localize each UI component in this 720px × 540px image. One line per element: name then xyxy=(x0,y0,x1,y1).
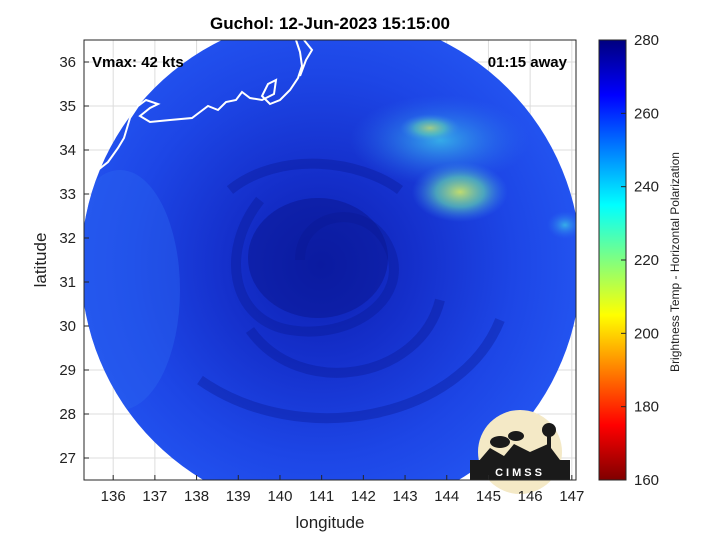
x-tick-label: 142 xyxy=(351,488,376,505)
west-light-band xyxy=(84,170,180,410)
x-tick-label: 137 xyxy=(142,488,167,505)
cimss-logo: CIMSS xyxy=(470,410,570,494)
logo-tower xyxy=(547,430,551,458)
y-tick-label: 31 xyxy=(59,274,76,291)
logo-silhouette xyxy=(478,444,560,462)
cold-core xyxy=(248,198,388,318)
y-tick-label: 36 xyxy=(59,54,76,71)
y-tick-label: 29 xyxy=(59,362,76,379)
microwave-swath xyxy=(84,40,576,480)
east-edge-patch xyxy=(547,211,576,239)
logo-ground xyxy=(470,460,570,480)
colorbar-tick-label: 200 xyxy=(634,325,659,342)
y-tick-label: 27 xyxy=(59,450,76,467)
chart-title: Guchol: 12-Jun-2023 15:15:00 xyxy=(210,14,450,33)
logo-dish-1 xyxy=(490,436,510,448)
x-tick-label: 140 xyxy=(267,488,292,505)
y-tick-label: 34 xyxy=(59,142,76,159)
warm-patch-small xyxy=(400,114,460,142)
x-tick-label: 146 xyxy=(518,488,543,505)
colorbar-tick-label: 220 xyxy=(634,252,659,269)
time-away-label: 01:15 away xyxy=(488,54,568,71)
y-axis-ticks: 27 28 29 30 31 32 33 34 35 36 xyxy=(59,54,89,467)
x-tick-label: 139 xyxy=(226,488,251,505)
y-tick-label: 32 xyxy=(59,230,76,247)
x-axis-label: longitude xyxy=(295,513,364,532)
colorbar-tick-label: 160 xyxy=(634,472,659,489)
warm-patch-yellow xyxy=(412,162,508,222)
y-tick-label: 35 xyxy=(59,98,76,115)
x-tick-label: 141 xyxy=(309,488,334,505)
colorbar-tick-label: 280 xyxy=(634,32,659,49)
colorbar-ticks: 160 180 200 220 240 260 280 xyxy=(621,32,659,489)
x-tick-label: 147 xyxy=(559,488,584,505)
logo-tank xyxy=(542,423,556,437)
vmax-label: Vmax: 42 kts xyxy=(92,54,184,71)
logo-text: CIMSS xyxy=(495,467,545,479)
y-tick-label: 28 xyxy=(59,406,76,423)
x-tick-label: 136 xyxy=(101,488,126,505)
y-axis-label: latitude xyxy=(31,233,50,288)
x-axis-ticks: 136 137 138 139 140 141 142 143 144 145 146 147 xyxy=(101,475,584,505)
coastline xyxy=(84,40,314,179)
colorbar-tick-label: 180 xyxy=(634,399,659,416)
logo-dish-2 xyxy=(508,431,524,441)
y-tick-label: 33 xyxy=(59,186,76,203)
colorbar-tick-label: 260 xyxy=(634,105,659,122)
plot-frame xyxy=(83,39,577,481)
x-tick-label: 143 xyxy=(393,488,418,505)
x-tick-label: 144 xyxy=(434,488,459,505)
y-tick-label: 30 xyxy=(59,318,76,335)
colorbar-tick-label: 240 xyxy=(634,179,659,196)
x-tick-label: 145 xyxy=(476,488,501,505)
colorbar-label: Brightness Temp - Horizontal Polarizatio… xyxy=(668,152,682,372)
x-tick-label: 138 xyxy=(184,488,209,505)
